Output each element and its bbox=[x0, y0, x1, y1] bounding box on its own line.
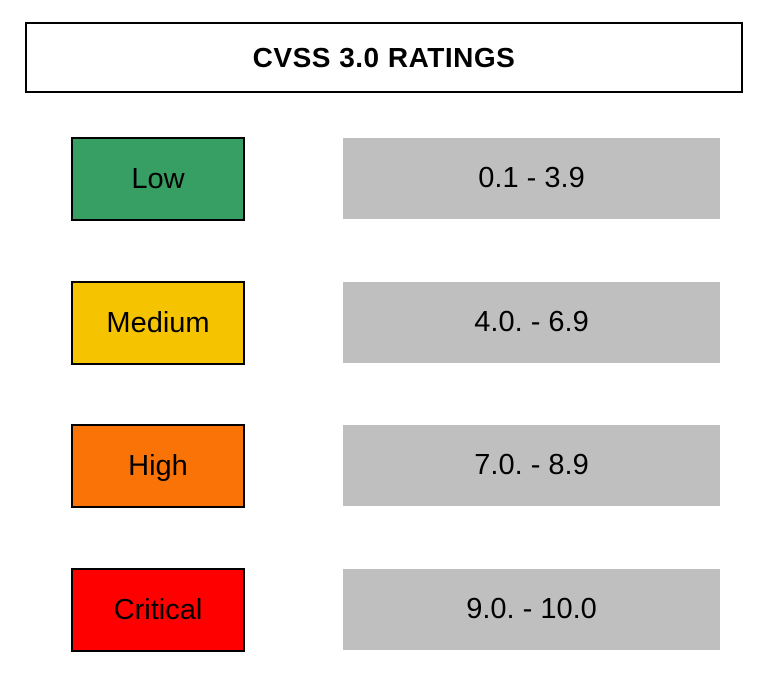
range-label-medium: 4.0. - 6.9 bbox=[474, 306, 589, 338]
range-box-critical: 9.0. - 10.0 bbox=[343, 569, 720, 650]
range-label-high: 7.0. - 8.9 bbox=[474, 449, 589, 481]
severity-label-medium: Medium bbox=[106, 306, 210, 339]
title-box: CVSS 3.0 RATINGS bbox=[25, 22, 743, 93]
severity-label-low: Low bbox=[131, 162, 185, 195]
range-box-high: 7.0. - 8.9 bbox=[343, 425, 720, 506]
rating-row-low: Low 0.1 - 3.9 bbox=[0, 137, 768, 222]
rating-row-medium: Medium 4.0. - 6.9 bbox=[0, 281, 768, 366]
range-box-medium: 4.0. - 6.9 bbox=[343, 282, 720, 363]
rating-row-high: High 7.0. - 8.9 bbox=[0, 424, 768, 509]
severity-label-high: High bbox=[128, 449, 188, 482]
page-title: CVSS 3.0 RATINGS bbox=[252, 41, 516, 73]
range-box-low: 0.1 - 3.9 bbox=[343, 138, 720, 219]
severity-box-low: Low bbox=[71, 137, 245, 221]
severity-box-medium: Medium bbox=[71, 281, 245, 365]
range-label-critical: 9.0. - 10.0 bbox=[466, 593, 597, 625]
rating-row-critical: Critical 9.0. - 10.0 bbox=[0, 568, 768, 653]
range-label-low: 0.1 - 3.9 bbox=[478, 162, 585, 194]
severity-label-critical: Critical bbox=[113, 593, 203, 626]
severity-box-high: High bbox=[71, 424, 245, 508]
severity-box-critical: Critical bbox=[71, 568, 245, 652]
